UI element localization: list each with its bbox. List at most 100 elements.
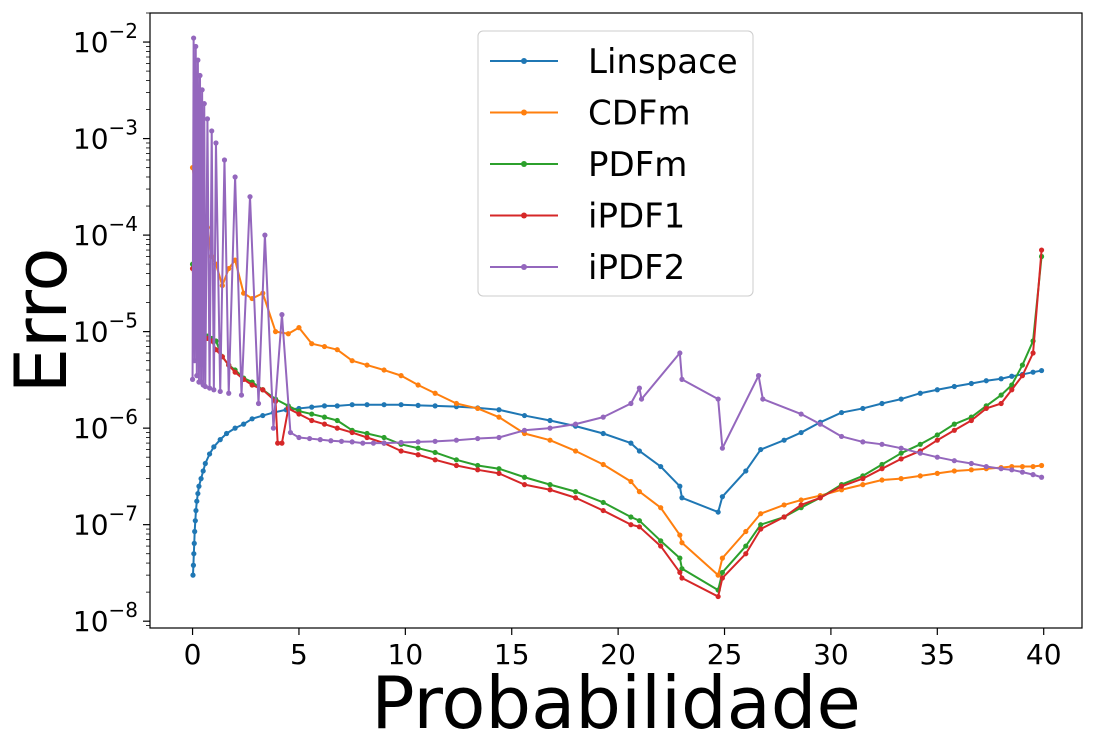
data-point: [432, 449, 438, 456]
data-point: [381, 440, 387, 446]
data-point: [636, 448, 643, 454]
data-point: [798, 429, 804, 436]
data-point: [636, 385, 643, 391]
y-tick-base: 10: [73, 26, 109, 59]
data-point: [658, 505, 664, 511]
data-point: [743, 551, 749, 557]
y-tick-base: 10: [73, 316, 109, 349]
data-point: [879, 441, 885, 447]
data-point: [781, 514, 787, 520]
data-point: [453, 400, 460, 407]
data-point: [679, 376, 685, 382]
data-point: [415, 402, 421, 409]
data-point: [262, 232, 268, 238]
data-point: [898, 445, 904, 451]
data-point: [226, 390, 232, 396]
data-point: [1009, 387, 1015, 393]
axes-frame: [149, 12, 1083, 629]
data-point: [328, 438, 334, 444]
data-point: [917, 450, 923, 456]
data-point: [206, 385, 213, 391]
data-point: [309, 411, 315, 417]
data-point: [191, 540, 197, 546]
data-point: [204, 116, 211, 122]
data-point: [934, 387, 940, 393]
data-point: [719, 445, 725, 451]
y-axis-title: Erro: [0, 248, 83, 394]
data-point: [719, 494, 725, 500]
data-point: [321, 421, 328, 427]
data-point: [275, 440, 281, 446]
y-tick-label: 10−5: [73, 309, 138, 349]
data-point: [201, 101, 207, 107]
data-point: [600, 461, 606, 468]
y-tick-exponent: −6: [109, 405, 138, 429]
data-point: [1030, 350, 1036, 356]
data-point: [547, 482, 553, 488]
data-point: [349, 429, 355, 436]
data-point: [1038, 474, 1045, 480]
data-point: [781, 437, 787, 443]
data-point: [296, 325, 302, 331]
series-ipdf1: [189, 247, 1045, 600]
data-point: [317, 437, 323, 443]
data-point: [998, 376, 1004, 382]
data-point: [1030, 463, 1036, 470]
data-point: [321, 343, 328, 350]
x-tick-label: 35: [919, 638, 955, 671]
data-point: [334, 417, 340, 424]
y-tick-exponent: −5: [109, 309, 138, 333]
data-point: [1038, 367, 1045, 374]
data-point: [934, 432, 940, 438]
legend: Linspace CDFm PDFm iPDF1 iPDF2: [477, 30, 754, 297]
data-point: [398, 402, 404, 408]
data-point: [521, 427, 528, 433]
data-point: [572, 421, 579, 427]
y-tick-base: 10: [73, 219, 109, 252]
data-point: [658, 538, 664, 544]
data-point: [475, 405, 481, 412]
data-point: [211, 444, 217, 450]
data-point: [364, 430, 370, 437]
data-point: [285, 331, 291, 337]
data-point: [381, 434, 387, 441]
data-point: [521, 482, 528, 488]
data-point: [224, 430, 230, 437]
data-point: [951, 421, 957, 427]
data-point: [547, 417, 553, 424]
data-point: [1038, 462, 1045, 469]
data-point: [547, 425, 553, 431]
legend-label: iPDF2: [588, 248, 685, 288]
data-point: [255, 400, 262, 407]
data-point: [715, 396, 721, 402]
data-point: [211, 387, 217, 393]
y-tick-label: 10−6: [73, 405, 138, 445]
series-ipdf2: [189, 35, 1045, 480]
data-point: [758, 522, 764, 528]
data-point: [432, 457, 438, 463]
data-point: [679, 575, 685, 581]
data-point: [415, 445, 421, 451]
data-point: [241, 421, 247, 427]
data-point: [600, 499, 606, 506]
data-point: [1019, 362, 1026, 368]
data-point: [338, 438, 345, 444]
data-point: [232, 369, 238, 375]
data-point: [321, 403, 328, 409]
data-point: [199, 87, 205, 93]
data-point: [677, 569, 683, 576]
series-linspace: [190, 367, 1045, 578]
data-point: [658, 463, 664, 470]
x-tick-label: 15: [494, 638, 530, 671]
data-point: [1009, 382, 1015, 388]
data-point: [193, 507, 199, 514]
data-point: [860, 405, 866, 412]
data-point: [934, 454, 940, 460]
x-tick-label: 30: [813, 638, 849, 671]
data-point: [600, 430, 606, 437]
data-point: [349, 358, 355, 364]
data-point: [798, 411, 804, 417]
data-point: [838, 409, 845, 416]
legend-marker: [521, 212, 527, 219]
data-point: [189, 376, 196, 382]
